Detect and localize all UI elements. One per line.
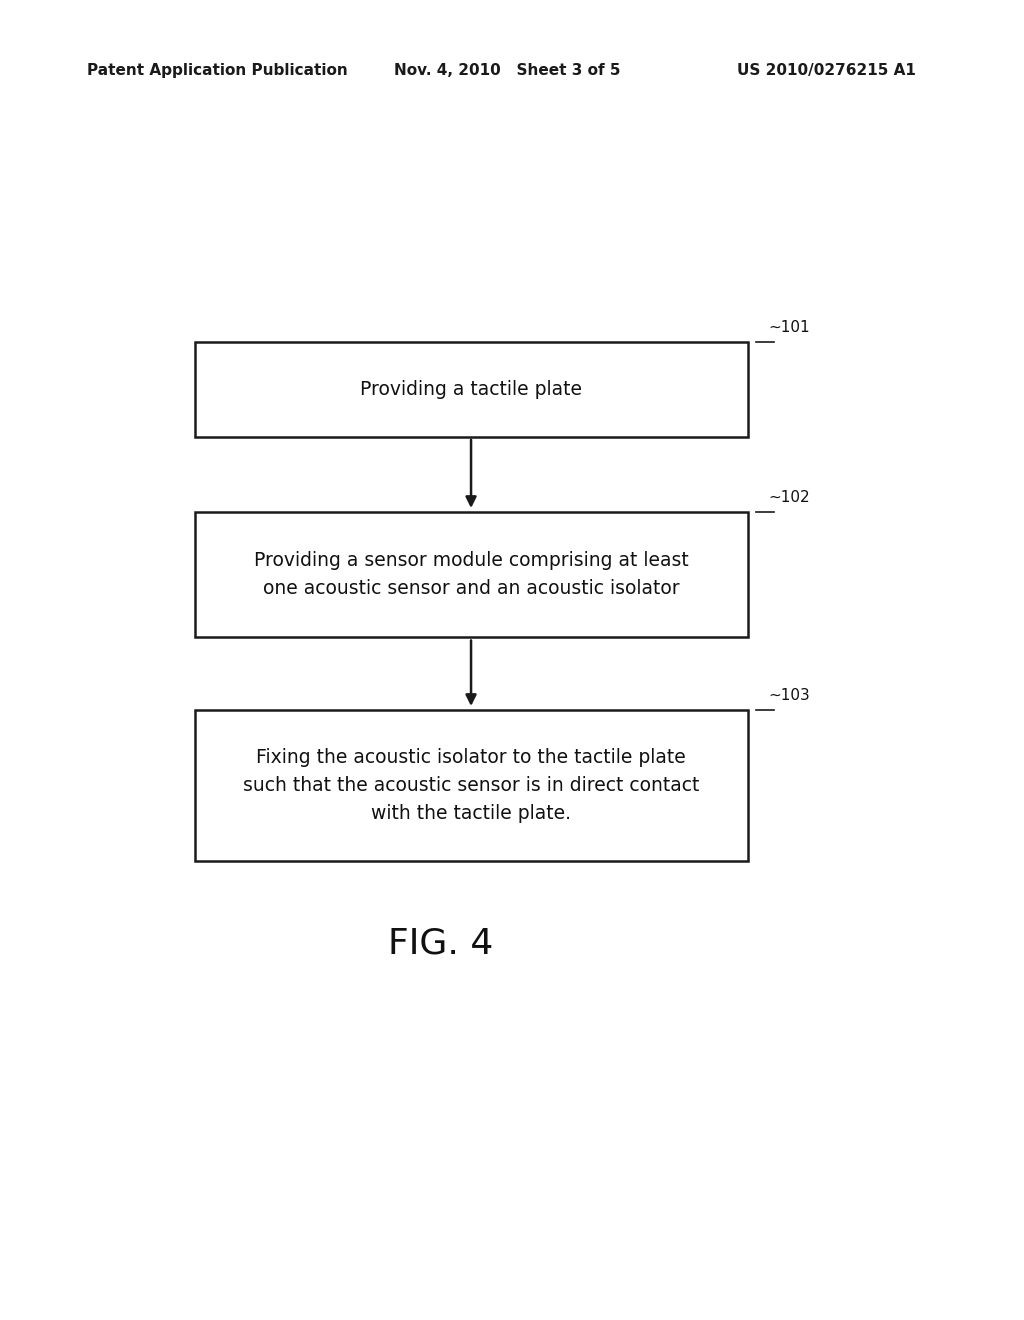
Text: Fixing the acoustic isolator to the tactile plate
such that the acoustic sensor : Fixing the acoustic isolator to the tact… — [243, 748, 699, 822]
Bar — [195, 512, 748, 638]
Bar — [195, 710, 748, 861]
Text: Patent Application Publication: Patent Application Publication — [87, 63, 348, 78]
Text: ∼103: ∼103 — [768, 688, 810, 702]
Text: Providing a tactile plate: Providing a tactile plate — [360, 380, 582, 399]
Text: US 2010/0276215 A1: US 2010/0276215 A1 — [737, 63, 916, 78]
Text: ∼101: ∼101 — [768, 321, 810, 335]
Bar — [195, 342, 748, 437]
Text: ∼102: ∼102 — [768, 490, 810, 506]
Text: Nov. 4, 2010   Sheet 3 of 5: Nov. 4, 2010 Sheet 3 of 5 — [394, 63, 621, 78]
Text: FIG. 4: FIG. 4 — [388, 927, 493, 961]
Text: Providing a sensor module comprising at least
one acoustic sensor and an acousti: Providing a sensor module comprising at … — [254, 550, 688, 598]
